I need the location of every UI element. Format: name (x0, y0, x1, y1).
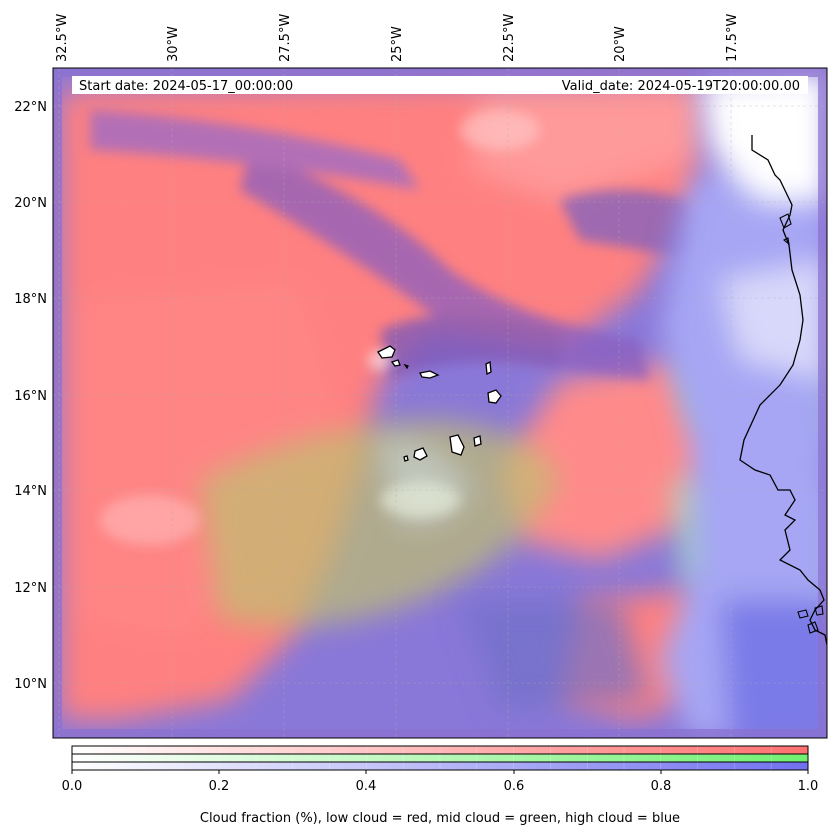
lon-label: 27.5°W (278, 14, 293, 62)
lon-label: 32.5°W (55, 14, 70, 62)
longitude-labels: 32.5°W 30°W 27.5°W 25°W 22.5°W 20°W 17.5… (55, 14, 740, 62)
colorbar-tick-label: 0.6 (504, 779, 525, 794)
low-cloud-colorbar (72, 746, 808, 754)
latitude-labels: 22°N 20°N 18°N 16°N 14°N 12°N 10°N (14, 100, 47, 692)
graticule (53, 68, 827, 738)
lat-label: 22°N (14, 100, 47, 115)
colorbar-label: Cloud fraction (%), low cloud = red, mid… (200, 811, 680, 826)
map-panel: Start date: 2024-05-17_00:00:00 Valid_da… (52, 67, 828, 739)
lon-label: 22.5°W (502, 14, 517, 62)
colorbar: 0.0 0.2 0.4 0.6 0.8 1.0 Cloud fraction (… (62, 745, 819, 826)
valid-date-label: Valid_date: 2024-05-19T20:00:00.00 (562, 79, 800, 94)
start-date-label: Start date: 2024-05-17_00:00:00 (79, 79, 293, 94)
lon-label: 17.5°W (725, 14, 740, 62)
colorbar-tick-label: 0.8 (651, 779, 672, 794)
high-cloud-colorbar (72, 762, 808, 770)
lat-label: 12°N (14, 581, 47, 596)
colorbar-tick-label: 0.2 (209, 779, 230, 794)
colorbar-ticks: 0.0 0.2 0.4 0.6 0.8 1.0 (62, 770, 819, 794)
lon-label: 20°W (613, 26, 628, 62)
colorbar-tick-label: 1.0 (798, 779, 819, 794)
lon-label: 30°W (166, 26, 181, 62)
lat-label: 16°N (14, 389, 47, 404)
lat-label: 18°N (14, 292, 47, 307)
lat-label: 20°N (14, 196, 47, 211)
lon-label: 25°W (390, 26, 405, 62)
colorbar-tick-label: 0.4 (356, 779, 377, 794)
colorbar-tick-label: 0.0 (62, 779, 83, 794)
lat-label: 10°N (14, 677, 47, 692)
high-cloud-streaks (90, 110, 700, 380)
mid-cloud-colorbar (72, 754, 808, 762)
coastal-islands (779, 213, 824, 634)
cape-verde-islands (377, 345, 502, 462)
lat-label: 14°N (14, 484, 47, 499)
africa-coastline (739, 135, 827, 646)
date-header-box (72, 76, 808, 94)
east-high-cloud (460, 70, 827, 738)
